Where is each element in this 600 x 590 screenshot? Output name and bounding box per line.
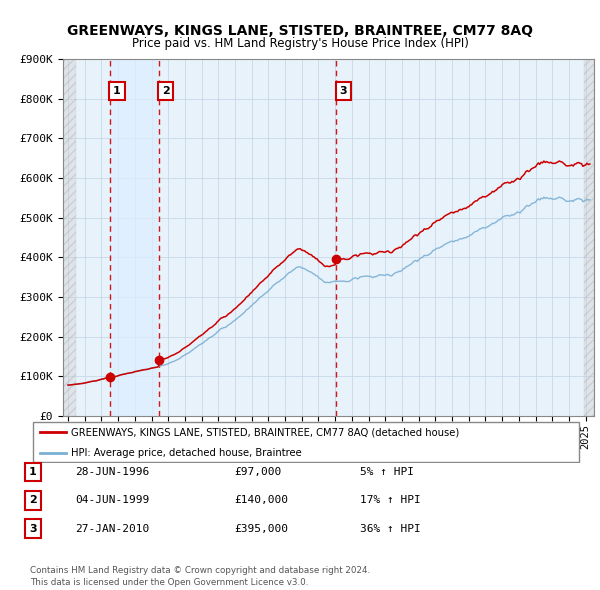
Text: 3: 3 <box>340 86 347 96</box>
Text: £97,000: £97,000 <box>234 467 281 477</box>
Text: 2: 2 <box>162 86 170 96</box>
Text: 04-JUN-1999: 04-JUN-1999 <box>75 496 149 505</box>
Bar <box>110 59 158 416</box>
Bar <box>63 59 76 416</box>
Text: 17% ↑ HPI: 17% ↑ HPI <box>360 496 421 505</box>
Text: £140,000: £140,000 <box>234 496 288 505</box>
Text: GREENWAYS, KINGS LANE, STISTED, BRAINTREE, CM77 8AQ: GREENWAYS, KINGS LANE, STISTED, BRAINTRE… <box>67 24 533 38</box>
Text: 1: 1 <box>29 467 37 477</box>
Text: 36% ↑ HPI: 36% ↑ HPI <box>360 524 421 533</box>
Text: HPI: Average price, detached house, Braintree: HPI: Average price, detached house, Brai… <box>71 448 302 457</box>
Text: £395,000: £395,000 <box>234 524 288 533</box>
Text: GREENWAYS, KINGS LANE, STISTED, BRAINTREE, CM77 8AQ (detached house): GREENWAYS, KINGS LANE, STISTED, BRAINTRE… <box>71 427 460 437</box>
Text: 5% ↑ HPI: 5% ↑ HPI <box>360 467 414 477</box>
Text: Price paid vs. HM Land Registry's House Price Index (HPI): Price paid vs. HM Land Registry's House … <box>131 37 469 50</box>
Text: 2: 2 <box>29 496 37 505</box>
Text: 28-JUN-1996: 28-JUN-1996 <box>75 467 149 477</box>
Text: 3: 3 <box>29 524 37 533</box>
Text: 27-JAN-2010: 27-JAN-2010 <box>75 524 149 533</box>
Text: 1: 1 <box>113 86 121 96</box>
FancyBboxPatch shape <box>33 421 579 463</box>
Text: Contains HM Land Registry data © Crown copyright and database right 2024.
This d: Contains HM Land Registry data © Crown c… <box>30 566 370 587</box>
Bar <box>584 59 594 416</box>
